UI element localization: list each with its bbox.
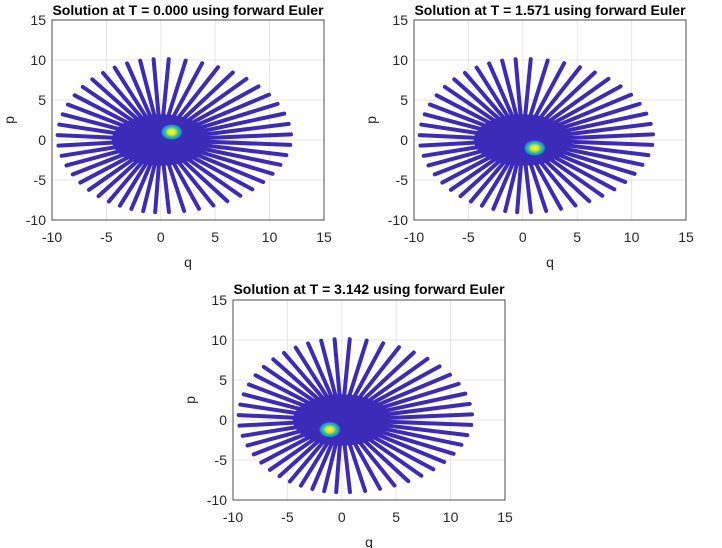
density-peak-marker: [160, 124, 183, 140]
x-axis-label: q: [546, 254, 554, 270]
axes-box: [413, 19, 687, 221]
y-tick-label: 10: [30, 52, 46, 68]
y-tick-labels: -10 -5 0 5 10 15: [207, 292, 227, 508]
y-tick-label: -10: [26, 212, 46, 228]
density-peak: [318, 421, 341, 438]
y-tick-label: 5: [219, 372, 227, 388]
density-peak-marker: [318, 421, 341, 438]
y-tick-label: 15: [211, 292, 227, 308]
x-tick-labels: -10 -5 0 5 10 15: [404, 229, 694, 245]
subplot-t3142: Solution at T = 3.142 using forward Eule…: [182, 281, 513, 548]
ray-series: [417, 57, 656, 215]
y-axis-label: p: [182, 396, 198, 404]
axes-box: [232, 299, 506, 501]
x-tick-labels: -10 -5 0 5 10 15: [42, 229, 332, 245]
subplot-title: Solution at T = 0.000 using forward Eule…: [52, 2, 324, 18]
x-tick-label: 0: [157, 229, 165, 245]
y-tick-label: 15: [30, 12, 46, 28]
x-tick-label: 10: [624, 229, 640, 245]
x-tick-label: 10: [262, 229, 278, 245]
ray-series: [236, 337, 475, 495]
x-tick-labels: -10 -5 0 5 10 15: [223, 509, 513, 525]
ray-core: [473, 114, 572, 166]
x-tick-label: 5: [392, 509, 400, 525]
y-tick-label: 0: [219, 412, 227, 428]
subplot-t1571: Solution at T = 1.571 using forward Eule…: [363, 2, 694, 270]
y-tick-label: 15: [392, 12, 408, 28]
density-peak: [160, 124, 183, 140]
axes-box: [51, 19, 325, 221]
x-tick-label: 15: [497, 509, 513, 525]
y-tick-label: 10: [211, 332, 227, 348]
y-tick-label: -5: [215, 452, 228, 468]
y-tick-label: -10: [207, 492, 227, 508]
y-tick-label: 5: [38, 92, 46, 108]
x-tick-label: -10: [404, 229, 424, 245]
x-tick-label: 15: [316, 229, 332, 245]
y-tick-label: -5: [34, 172, 47, 188]
ray-core: [292, 394, 391, 446]
subplot-title: Solution at T = 3.142 using forward Eule…: [233, 281, 505, 297]
x-tick-label: -10: [42, 229, 62, 245]
subplot-t0: Solution at T = 0.000 using forward Eule…: [1, 2, 332, 270]
x-axis-label: q: [365, 534, 373, 548]
y-tick-label: 0: [38, 132, 46, 148]
y-tick-labels: -10 -5 0 5 10 15: [388, 12, 408, 228]
ray-series: [55, 57, 294, 215]
x-tick-label: 0: [519, 229, 527, 245]
y-tick-label: 0: [400, 132, 408, 148]
y-tick-labels: -10 -5 0 5 10 15: [26, 12, 46, 228]
x-tick-label: 15: [678, 229, 694, 245]
x-tick-label: -5: [281, 509, 294, 525]
y-tick-label: -10: [388, 212, 408, 228]
density-peak: [523, 140, 546, 156]
x-tick-label: 10: [443, 509, 459, 525]
y-axis-label: p: [1, 116, 17, 124]
density-peak-marker: [523, 140, 546, 156]
y-tick-label: 10: [392, 52, 408, 68]
x-tick-label: -5: [100, 229, 113, 245]
x-axis-label: q: [184, 254, 192, 270]
ray-core: [111, 114, 210, 166]
x-tick-label: -5: [462, 229, 475, 245]
x-tick-label: -10: [223, 509, 243, 525]
y-axis-label: p: [363, 116, 379, 124]
y-tick-label: -5: [396, 172, 409, 188]
subplot-title: Solution at T = 1.571 using forward Eule…: [414, 2, 686, 18]
y-tick-label: 5: [400, 92, 408, 108]
x-tick-label: 5: [573, 229, 581, 245]
x-tick-label: 0: [338, 509, 346, 525]
x-tick-label: 5: [211, 229, 219, 245]
